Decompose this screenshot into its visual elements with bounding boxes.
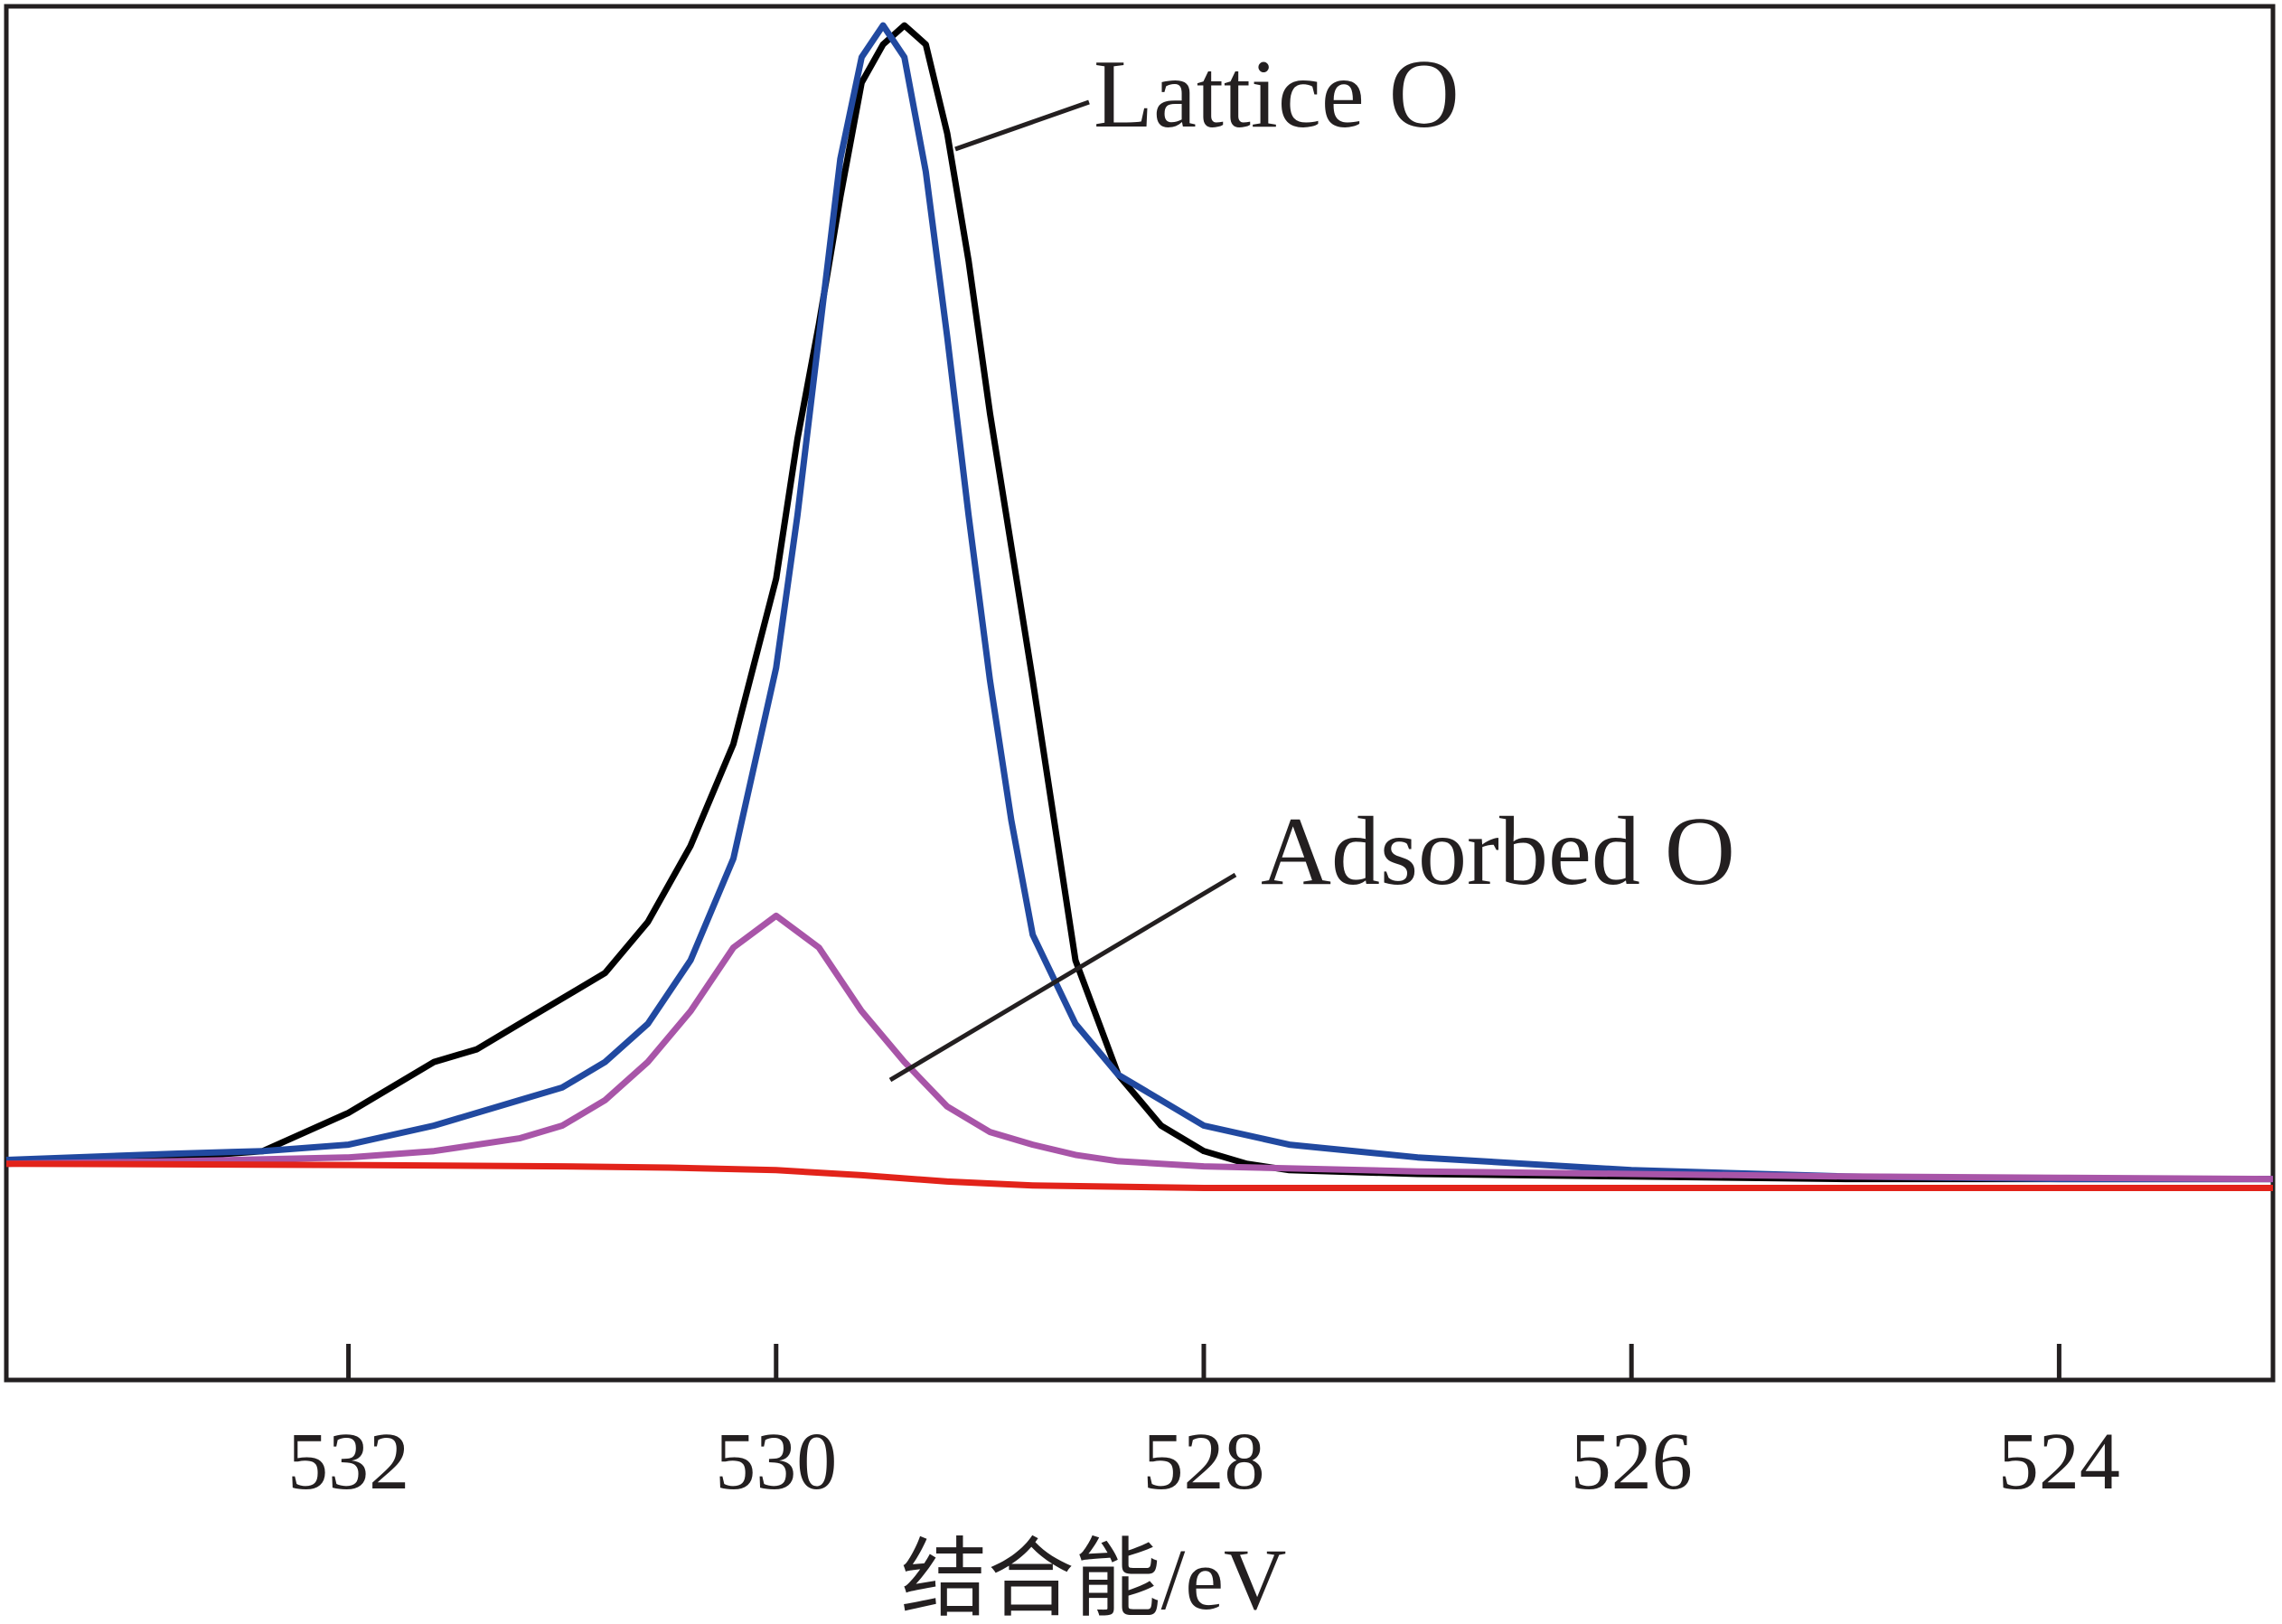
x-tick-label: 532 [287, 1417, 409, 1507]
adsorbed-o-leader-line [888, 872, 1237, 1083]
annotation-adsorbed-o: Adsorbed O [1261, 798, 1735, 906]
annotation-layer: Lattice O Adsorbed O [888, 41, 1735, 1083]
annotation-lattice-o: Lattice O [1094, 41, 1460, 148]
series-layer [5, 22, 2274, 1191]
plot-frame [4, 4, 2276, 1383]
x-tick-label: 526 [1571, 1417, 1693, 1507]
x-tick-label: 528 [1142, 1417, 1264, 1507]
measured-spectrum-line [5, 22, 2273, 1183]
x-tick-layer: 532 530 528 526 524 [287, 1344, 2120, 1507]
lattice-o-fit-line [5, 22, 2273, 1183]
adsorbed-o-fit-line [5, 912, 2274, 1183]
x-axis-label: 结合能/eV [901, 1531, 1287, 1624]
background-line [5, 1160, 2273, 1191]
lattice-o-leader-line [954, 99, 1090, 152]
x-tick-label: 530 [715, 1417, 837, 1507]
x-tick-label: 524 [1998, 1417, 2120, 1507]
